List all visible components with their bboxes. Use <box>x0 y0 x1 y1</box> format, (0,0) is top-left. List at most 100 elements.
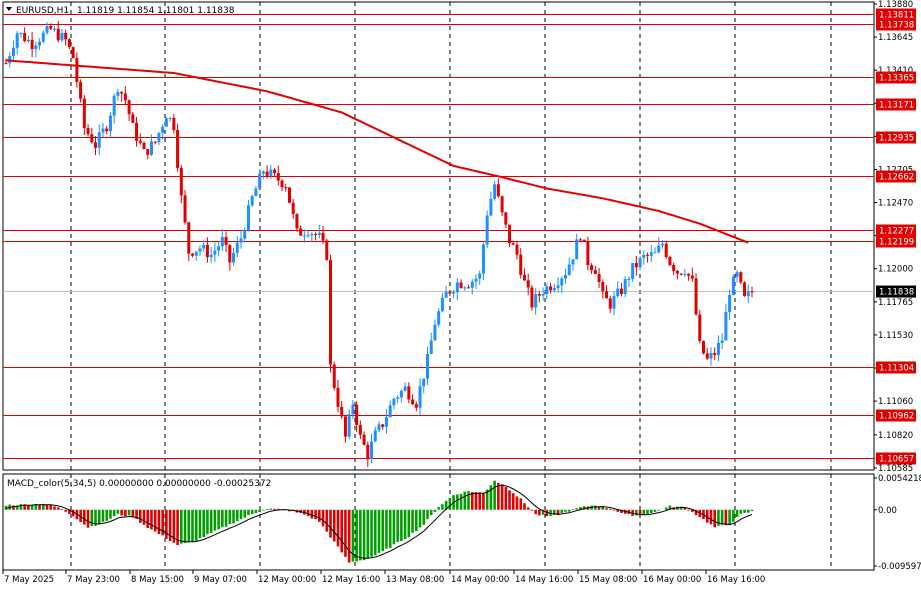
level-price-label: 1.12277 <box>879 227 914 237</box>
candle-body <box>120 91 124 94</box>
candle-body <box>631 263 635 279</box>
candle-body <box>205 244 209 258</box>
candle-body <box>541 294 545 296</box>
candle-body <box>728 294 732 312</box>
level-price-tag <box>876 131 916 144</box>
candle-body <box>127 100 131 115</box>
candle-body <box>351 404 355 415</box>
time-tick-label: 14 May 00:00 <box>451 575 509 585</box>
candle-body <box>422 378 426 387</box>
candle-body <box>564 274 567 279</box>
candle-body <box>601 282 605 292</box>
candle-body <box>26 39 30 42</box>
candle-body <box>687 273 691 276</box>
candle-body <box>459 282 463 289</box>
time-tick-label: 14 May 16:00 <box>515 575 573 585</box>
candle-body <box>347 414 351 437</box>
chevron-down-icon[interactable] <box>6 7 12 11</box>
candle-body <box>213 250 217 255</box>
candle-body <box>672 264 676 271</box>
candle-body <box>97 132 101 148</box>
candle-body <box>508 224 512 244</box>
moving-average-line <box>5 59 749 244</box>
candle-body <box>590 265 594 271</box>
candle-body <box>276 173 280 181</box>
level-price-tag <box>876 224 916 237</box>
candle-body <box>407 386 411 400</box>
candle-body <box>172 117 176 131</box>
candle-body <box>82 98 86 128</box>
candle-body <box>657 245 661 253</box>
candle-body <box>284 187 288 189</box>
level-price-tag <box>876 98 916 111</box>
level-price-tag <box>876 361 916 374</box>
price-tick-label: 1.11765 <box>878 298 913 308</box>
candle-body <box>500 196 504 213</box>
candle-body <box>377 424 381 431</box>
level-price-label: 1.12199 <box>879 238 914 248</box>
time-axis: 7 May 2025 7 May 23:00 8 May 15:00 9 May 07… <box>2 570 765 585</box>
time-tick-label: 12 May 00:00 <box>258 575 316 585</box>
candle-body <box>164 118 168 127</box>
candle-body <box>702 340 706 354</box>
candle-body <box>153 141 157 143</box>
candle-body <box>381 424 385 427</box>
candle-body <box>649 252 653 256</box>
candle-body <box>675 270 679 274</box>
candle-body <box>664 243 668 257</box>
candle-body <box>403 386 407 391</box>
candle-body <box>302 235 306 237</box>
candle-body <box>724 311 728 341</box>
level-price-tag <box>876 452 916 465</box>
candle-body <box>71 47 75 59</box>
candle-body <box>448 291 452 294</box>
candle-body <box>489 198 493 216</box>
candle-body <box>586 241 590 266</box>
candle-body <box>515 244 519 255</box>
candle-body <box>593 270 597 274</box>
candle-body <box>355 404 359 425</box>
candle-body <box>366 444 370 460</box>
macd-tick-label: 0.0054218 <box>878 474 921 484</box>
candle-body <box>362 434 366 445</box>
time-tick-label: 7 May 2025 <box>4 575 54 585</box>
level-price-label: 1.13811 <box>879 11 914 21</box>
price-tick-label: 1.11530 <box>878 331 913 341</box>
candle-body <box>370 441 374 460</box>
candle-body <box>481 244 485 274</box>
current-price-label: 1.11838 <box>879 288 914 298</box>
level-price-tag <box>876 170 916 183</box>
candle-body <box>504 212 508 225</box>
candle-body <box>679 273 683 275</box>
macd-title: MACD_color(5,34,5) 0.00000000 0.00000000… <box>7 479 271 489</box>
candle-body <box>94 142 98 148</box>
candle-body <box>243 230 247 239</box>
candle-body <box>720 340 724 343</box>
candle-body <box>739 272 743 283</box>
candle-body <box>291 202 295 215</box>
ohlc-values: 1.11819 1.11854 1.11801 1.11838 <box>77 6 235 16</box>
candle-body <box>433 324 437 341</box>
price-tick-label: 1.10585 <box>878 464 913 474</box>
candle-body <box>261 171 265 174</box>
candle-body <box>478 273 482 279</box>
candle-body <box>273 169 277 174</box>
candle-body <box>183 195 187 223</box>
candle-body <box>269 169 273 176</box>
candle-body <box>138 140 142 143</box>
candle-body <box>112 95 116 116</box>
candle-body <box>560 278 564 286</box>
candle-body <box>79 82 83 99</box>
candle-body <box>15 33 19 48</box>
level-price-label: 1.12662 <box>879 173 914 183</box>
candle-body <box>90 134 94 143</box>
time-tick-label: 9 May 07:00 <box>194 575 247 585</box>
candle-body <box>75 58 79 83</box>
candle-body <box>437 311 441 325</box>
candle-body <box>534 294 538 308</box>
price-tick-label: 1.12000 <box>878 265 913 275</box>
candle-body <box>86 127 90 135</box>
candle-body <box>545 286 549 295</box>
